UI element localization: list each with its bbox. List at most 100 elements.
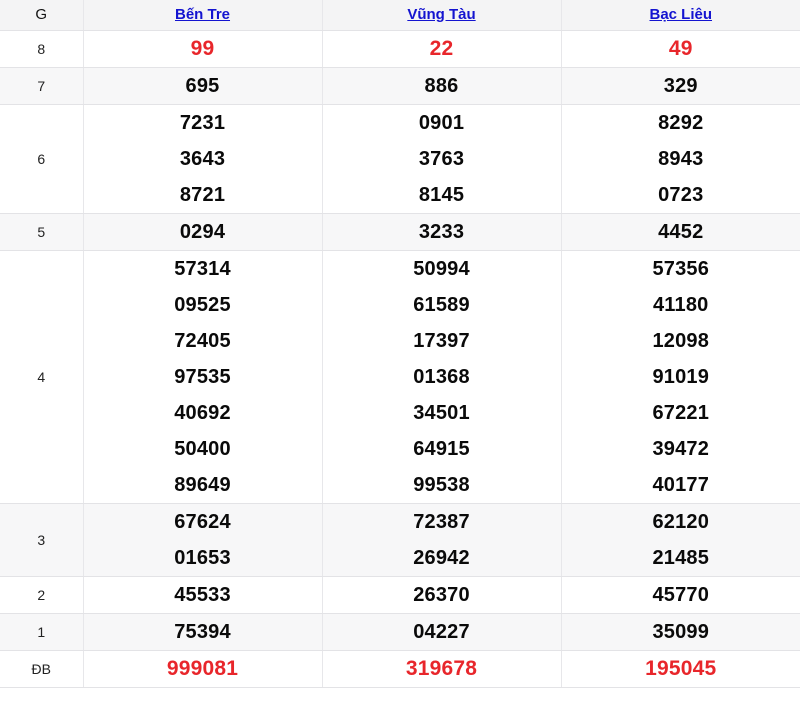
result-number: 8721	[179, 183, 226, 206]
result-number: 8943	[658, 147, 704, 170]
result-number: 3233	[418, 220, 465, 243]
result-number: 09525	[174, 293, 231, 316]
province-header-cell: Bến Tre	[83, 0, 323, 31]
result-number: 0294	[179, 220, 226, 243]
result-number: 195045	[645, 656, 717, 680]
result-number: 4452	[658, 220, 704, 243]
result-number: 45533	[174, 583, 231, 606]
prize-column-header: G	[0, 0, 84, 31]
result-cell: 35099	[561, 613, 800, 651]
prize-tier-label: 7	[0, 67, 84, 105]
prize-row-3: 3 67624 01653 72387 26942 62120 21485	[0, 503, 800, 577]
result-number: 0723	[658, 183, 704, 206]
result-number: 91019	[652, 365, 710, 388]
result-number: 50400	[174, 437, 231, 460]
prize-row-5: 5 0294 3233 4452	[0, 213, 800, 251]
result-cell: 57314 09525 72405 97535 40692 50400 89649	[83, 250, 323, 504]
province-link-ben-tre[interactable]: Bến Tre	[174, 5, 231, 23]
header-row: G Bến Tre Vũng Tàu Bạc Liêu	[0, 0, 800, 31]
result-cell: 7231 3643 8721	[83, 104, 323, 214]
result-number: 62120	[652, 510, 710, 533]
result-number: 99	[190, 36, 215, 60]
result-number: 3643	[179, 147, 226, 170]
prize-tier-label: 5	[0, 213, 84, 251]
result-number: 3763	[418, 147, 465, 170]
prize-row-6: 6 7231 3643 8721 0901 3763 8145 8292 8943 0723	[0, 104, 800, 214]
result-cell: 22	[322, 30, 562, 68]
result-number: 01653	[174, 546, 231, 569]
prize-row-8: 8 99 22 49	[0, 30, 800, 68]
result-number: 8292	[658, 111, 704, 134]
result-cell: 50994 61589 17397 01368 34501 64915 99538	[322, 250, 562, 504]
result-number: 72387	[413, 510, 470, 533]
result-number: 41180	[652, 293, 709, 316]
result-cell: 62120 21485	[561, 503, 800, 577]
prize-row-2: 2 45533 26370 45770	[0, 576, 800, 614]
result-number: 61589	[413, 293, 470, 316]
prize-tier-label: ĐB	[0, 650, 84, 688]
prize-row-4: 4 57314 09525 72405 97535 40692 50400 89649 5099…	[0, 250, 800, 504]
result-number: 26370	[413, 583, 470, 606]
prize-row-1: 1 75394 04227 35099	[0, 613, 800, 651]
result-number: 0901	[418, 111, 465, 134]
result-number: 21485	[652, 546, 710, 569]
result-number: 97535	[174, 365, 231, 388]
result-cell: 695	[83, 67, 323, 105]
result-number: 40692	[174, 401, 231, 424]
result-number: 22	[429, 36, 454, 60]
prize-row-7: 7 695 886 329	[0, 67, 800, 105]
result-number: 39472	[652, 437, 710, 460]
result-cell: 49	[561, 30, 800, 68]
result-number: 26942	[413, 546, 470, 569]
prize-tier-label: 6	[0, 104, 84, 214]
result-number: 64915	[413, 437, 470, 460]
result-number: 72405	[174, 329, 231, 352]
result-number: 319678	[405, 656, 478, 680]
result-cell: 04227	[322, 613, 562, 651]
result-number: 886	[424, 74, 459, 97]
result-number: 89649	[174, 473, 231, 496]
result-cell: 999081	[83, 650, 323, 688]
result-cell: 4452	[561, 213, 800, 251]
result-cell: 57356 41180 12098 91019 67221 39472 40177	[561, 250, 800, 504]
prize-tier-label: 8	[0, 30, 84, 68]
result-number: 8145	[418, 183, 465, 206]
prize-tier-label: 4	[0, 250, 84, 504]
prize-row-ĐB: ĐB 999081 319678 195045	[0, 650, 800, 688]
result-cell: 195045	[561, 650, 800, 688]
result-cell: 72387 26942	[322, 503, 562, 577]
result-number: 40177	[652, 473, 710, 496]
prize-tier-label: 2	[0, 576, 84, 614]
result-cell: 329	[561, 67, 800, 105]
result-number: 35099	[652, 620, 710, 643]
prize-tier-label: 3	[0, 503, 84, 577]
result-cell: 886	[322, 67, 562, 105]
result-cell: 319678	[322, 650, 562, 688]
result-cell: 26370	[322, 576, 562, 614]
result-number: 17397	[413, 329, 470, 352]
result-cell: 75394	[83, 613, 323, 651]
province-link-bac-lieu[interactable]: Bạc Liêu	[649, 5, 713, 23]
result-number: 34501	[413, 401, 470, 424]
result-cell: 8292 8943 0723	[561, 104, 800, 214]
result-cell: 3233	[322, 213, 562, 251]
result-cell: 45770	[561, 576, 800, 614]
result-number: 7231	[179, 111, 226, 134]
result-cell: 0294	[83, 213, 323, 251]
result-number: 75394	[174, 620, 231, 643]
result-number: 695	[185, 74, 220, 97]
lottery-results-table: G Bến Tre Vũng Tàu Bạc Liêu 8 99 22 49 7 695 8…	[0, 0, 800, 688]
result-number: 04227	[413, 620, 470, 643]
result-number: 999081	[166, 656, 239, 680]
result-number: 12098	[652, 329, 710, 352]
result-number: 67624	[174, 510, 231, 533]
result-number: 57314	[174, 257, 231, 280]
prize-tier-label: 1	[0, 613, 84, 651]
province-link-vung-tau[interactable]: Vũng Tàu	[407, 5, 476, 23]
result-number: 45770	[652, 583, 710, 606]
result-number: 57356	[652, 257, 710, 280]
province-header-cell: Bạc Liêu	[561, 0, 800, 31]
result-number: 99538	[413, 473, 470, 496]
result-number: 329	[663, 74, 698, 97]
result-number: 50994	[413, 257, 470, 280]
